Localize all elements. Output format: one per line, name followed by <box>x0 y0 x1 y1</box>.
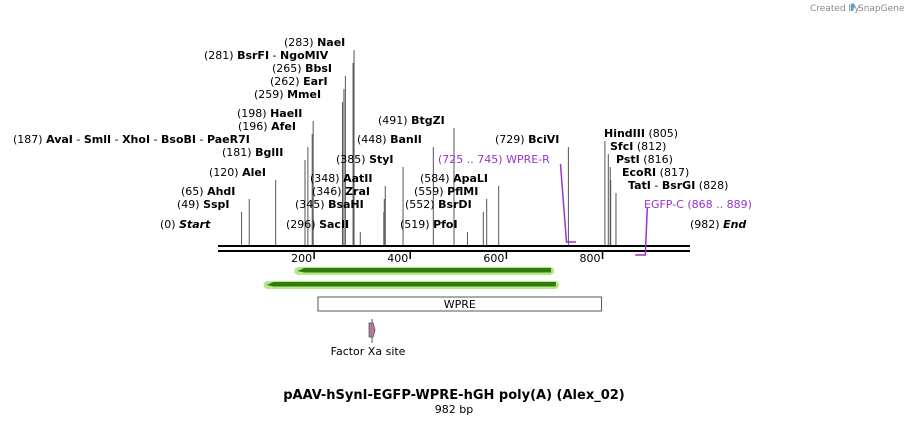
site-label-14: (345) BsaHI <box>295 198 364 211</box>
primer-1-marker <box>635 207 649 256</box>
site-label-21: (552) BsrDI <box>405 198 472 211</box>
snapgene-logo: SnapGene <box>851 3 905 14</box>
site-label-29: TatI - BsrGI (828) <box>628 179 728 192</box>
tick-label-400: 400 <box>387 252 408 265</box>
site-label-7: (198) HaeII <box>237 107 302 120</box>
primers: (725 .. 745) WPRE-R EGFP-C (868 .. 889) <box>438 153 752 256</box>
primer-0-marker <box>559 163 577 243</box>
arrow-0 <box>297 268 552 273</box>
brand-name: SnapGene <box>858 4 905 14</box>
site-label-6: (196) AfeI <box>238 120 296 133</box>
site-label-18: (448) BanII <box>357 133 422 146</box>
site-label-22: (559) PflMI <box>414 185 478 198</box>
site-label-11: (281) BsrFI - NgoMIV <box>204 49 329 62</box>
site-label-25: HindIII (805) <box>604 127 678 140</box>
site-label-4: (181) BglII <box>222 146 283 159</box>
feature-box-wpre <box>317 296 603 312</box>
feature-label-wpre: WPRE <box>444 298 476 311</box>
site-label-16: (348) AatII <box>310 172 372 185</box>
site-labels: (0) Start (49) SspI(65) AhdI (120) AleI (18… <box>13 36 746 231</box>
site-label-24: (729) BciVI <box>495 133 559 146</box>
site-leaders <box>241 50 617 245</box>
primer-1-label: EGFP-C (868 .. 889) <box>644 198 752 211</box>
site-label-9: (262) EarI <box>270 75 328 88</box>
tick-label-600: 600 <box>483 252 504 265</box>
site-label-30: (982) End <box>690 218 746 231</box>
map-length: 982 bp <box>435 403 473 416</box>
site-label-3: (120) AleI <box>209 166 266 179</box>
ruler-ticks: 200 400 600 800 <box>291 251 604 265</box>
site-label-10: (265) BbsI <box>272 62 332 75</box>
site-label-23: (584) ApaLI <box>420 172 488 185</box>
site-label-8: (259) MmeI <box>254 88 321 101</box>
site-label-13: (296) SacII <box>286 218 349 231</box>
site-label-5: (187) AvaI - SmlI - XhoI - BsoBI - PaeR7… <box>13 133 250 146</box>
site-label-19: (491) BtgZI <box>378 114 445 127</box>
site-label-0: (0) Start <box>160 218 211 231</box>
feature-label-factor-xa: Factor Xa site <box>331 345 406 358</box>
site-label-26: SfcI (812) <box>610 140 666 153</box>
orf-arrows <box>263 267 559 289</box>
site-label-28: EcoRI (817) <box>622 166 689 179</box>
site-label-20: (519) PfoI <box>400 218 458 231</box>
feature-site-marker <box>368 322 376 338</box>
snapgene-logo-icon <box>851 3 855 12</box>
site-label-1: (49) SspI <box>177 198 230 211</box>
primer-0-label: (725 .. 745) WPRE-R <box>438 153 550 166</box>
site-label-12: (283) NaeI <box>284 36 345 49</box>
map-title: pAAV-hSynI-EGFP-WPRE-hGH poly(A) (Alex_0… <box>283 388 625 403</box>
site-label-27: PstI (816) <box>616 153 673 166</box>
tick-label-800: 800 <box>580 252 601 265</box>
features: WPRE Factor Xa site <box>317 296 603 358</box>
site-label-15: (346) ZraI <box>312 185 370 198</box>
site-label-2: (65) AhdI <box>181 185 235 198</box>
credit-text: Created by <box>810 4 860 14</box>
tick-label-200: 200 <box>291 252 312 265</box>
arrow-1 <box>266 282 556 287</box>
site-label-17: (385) StyI <box>336 153 394 166</box>
